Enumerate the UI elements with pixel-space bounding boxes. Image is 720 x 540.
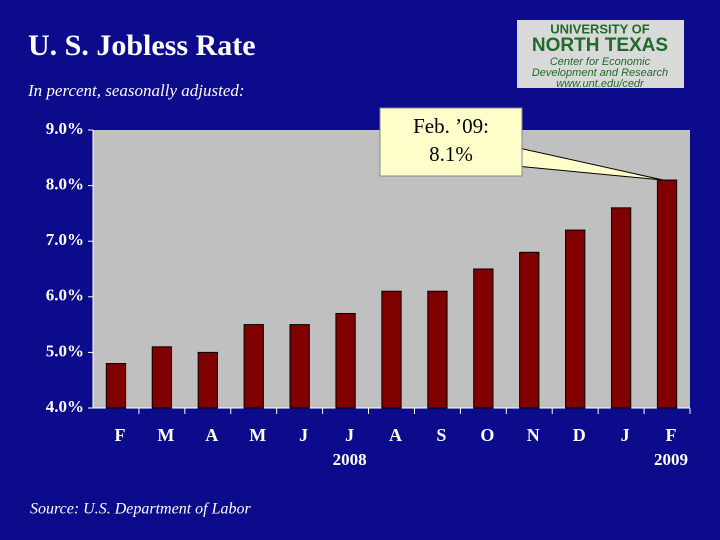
y-tick-label: 6.0% (46, 286, 84, 305)
logo-text: Center for Economic (550, 56, 651, 68)
chart-title: U. S. Jobless Rate (28, 29, 256, 62)
x-year-label: 2009 (654, 450, 688, 469)
x-tick-label: J (621, 425, 630, 445)
bar (335, 312, 356, 409)
bar (105, 363, 127, 409)
y-tick-label: 4.0% (46, 397, 84, 416)
logo-text: www.unt.edu/cedr (556, 78, 645, 90)
y-tick-label: 7.0% (46, 230, 84, 249)
y-tick-label: 9.0% (46, 119, 84, 138)
x-tick-label: M (157, 425, 174, 445)
x-tick-label: A (205, 425, 218, 445)
bar (519, 251, 540, 409)
bar (243, 324, 264, 409)
bar (151, 346, 173, 409)
logo-text: NORTH TEXAS (532, 35, 668, 56)
chart-subtitle: In percent, seasonally adjusted: (27, 81, 245, 100)
x-tick-label: J (345, 425, 354, 445)
logo: UNIVERSITY OF NORTH TEXAS Center for Eco… (517, 20, 684, 90)
x-tick-label: A (389, 425, 402, 445)
annotation: 8.1% (429, 142, 473, 166)
x-tick-label: M (249, 425, 266, 445)
bar (381, 290, 402, 409)
bar (656, 179, 678, 409)
bar (427, 290, 448, 409)
x-tick-label: J (299, 425, 308, 445)
y-tick-label: 8.0% (46, 175, 84, 194)
callout-box (379, 107, 523, 177)
y-tick-label: 5.0% (46, 341, 84, 360)
x-tick-label: O (480, 425, 494, 445)
x-tick-label: D (573, 425, 586, 445)
logo-text: Development and Research (532, 67, 668, 79)
x-tick-label: F (666, 425, 677, 445)
bar (289, 324, 310, 409)
x-tick-label: F (114, 425, 125, 445)
x-tick-label: N (527, 425, 540, 445)
bar (565, 229, 586, 409)
logo-box (517, 20, 684, 88)
x-year-label: 2008 (333, 450, 367, 469)
annotation: Feb. ’09: (413, 114, 489, 138)
bar (610, 207, 632, 409)
bar (197, 351, 218, 409)
bar (473, 268, 494, 409)
logo-text: UNIVERSITY OF (550, 21, 650, 36)
x-tick-label: S (436, 425, 446, 445)
source: Source: U.S. Department of Labor (30, 501, 251, 518)
